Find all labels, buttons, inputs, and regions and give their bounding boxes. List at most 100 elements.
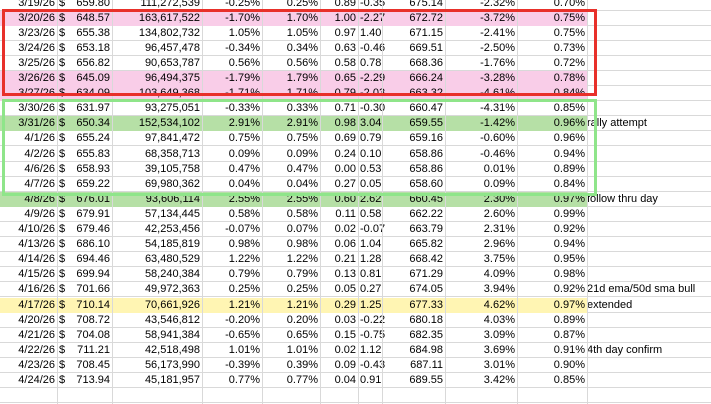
table-cell: 0.65% — [286, 328, 318, 341]
table-cell: 0.75% — [286, 132, 318, 145]
table-cell: 90,653,787 — [144, 56, 200, 69]
table-cell: 0.77% — [228, 374, 260, 386]
table-cell: 0.98 — [334, 117, 356, 130]
table-cell: 4/15/26 — [18, 268, 55, 281]
table-cell: 0.79 — [334, 87, 356, 100]
table-cell: -0.30 — [360, 102, 386, 115]
row-highlight — [0, 116, 587, 132]
table-cell: 684.98 — [409, 343, 443, 356]
table-cell: -0.07% — [225, 223, 260, 235]
table-cell: 3/26/26 — [18, 72, 55, 84]
table-cell: 68,358,713 — [144, 147, 200, 160]
table-cell: 1.00 — [334, 11, 356, 24]
table-row: 3/24/26 $653.18 96,457,478 -0.34% 0.34% 0.63-… — [0, 41, 711, 56]
table-cell: 96,494,375 — [144, 72, 200, 84]
table-cell: 631.97 — [76, 102, 110, 115]
table-cell: 2.31% — [483, 223, 515, 235]
table-cell: $ — [59, 207, 66, 220]
row-note: 4th day confirm — [587, 343, 663, 356]
table-row: 4/24/26 $713.94 45,181,957 0.77% 0.77% 0.04 0.… — [0, 373, 711, 388]
table-cell: 0.89 — [334, 0, 356, 9]
table-cell: -0.25% — [225, 0, 260, 9]
table-cell: 0.56% — [286, 56, 318, 69]
table-cell: -0.34% — [225, 41, 260, 54]
table-cell: 4/2/26 — [24, 147, 55, 160]
table-cell: 0.97% — [553, 192, 585, 205]
table-cell: 2.60% — [483, 207, 515, 220]
table-cell: 1.25 — [360, 298, 382, 311]
table-cell: $ — [59, 132, 66, 145]
table-cell: 666.24 — [409, 72, 443, 84]
table-cell: 708.72 — [76, 313, 110, 326]
table-cell: 4.03% — [483, 313, 515, 326]
table-cell: 0.02 — [334, 223, 356, 235]
table-cell: 653.18 — [76, 41, 110, 54]
table-cell: -2.27 — [360, 11, 386, 24]
table-cell: 0.96% — [553, 117, 585, 130]
table-cell: 3/30/26 — [18, 102, 55, 115]
table-cell: -1.42% — [480, 117, 515, 130]
table-cell: 4/8/26 — [24, 192, 55, 205]
table-cell: -2.29 — [360, 72, 386, 84]
table-cell: 163,617,522 — [138, 11, 200, 24]
table-cell: 2.30% — [483, 192, 515, 205]
table-row: 3/30/26 $631.97 93,275,051 -0.33% 0.33% 0.71-… — [0, 101, 711, 117]
table-cell: 57,134,445 — [144, 207, 200, 220]
table-cell: 152,534,102 — [138, 117, 200, 130]
table-cell: 0.04% — [228, 177, 260, 190]
table-cell: 0.29 — [334, 298, 356, 311]
table-cell: 655.24 — [76, 132, 110, 145]
table-cell: 659.22 — [76, 177, 110, 190]
table-cell: -0.60% — [480, 132, 515, 145]
table-cell: 3/25/26 — [18, 56, 55, 69]
table-cell: 658.86 — [409, 147, 443, 160]
table-cell: 0.24 — [334, 147, 356, 160]
table-cell: 686.10 — [76, 238, 110, 251]
table-cell: 3.69% — [483, 343, 515, 356]
table-cell: $ — [59, 0, 66, 9]
table-cell: 1.71% — [286, 87, 318, 100]
table-cell: 0.53 — [360, 162, 382, 175]
column-divider — [320, 0, 321, 404]
table-cell: -4.61% — [480, 87, 515, 100]
table-cell: 4.09% — [483, 268, 515, 281]
table-cell: -0.75 — [360, 328, 386, 341]
column-divider — [517, 0, 518, 404]
table-row: 3/19/26 $659.80 111,272,539 -0.25% 0.25% 0.89… — [0, 0, 711, 11]
table-cell: 0.78% — [553, 72, 585, 84]
table-cell: 0.87% — [553, 328, 585, 341]
table-cell: 1.21% — [286, 298, 318, 311]
table-cell: 58,941,384 — [144, 328, 200, 341]
table-cell: 69,980,362 — [144, 177, 200, 190]
table-cell: 0.47% — [286, 162, 318, 175]
table-cell: 671.29 — [409, 268, 443, 281]
table-cell: 0.11 — [335, 207, 356, 220]
table-cell: 0.75% — [553, 11, 585, 24]
table-cell: 0.47% — [228, 162, 260, 175]
table-cell: 713.94 — [76, 374, 110, 386]
table-cell: 0.05 — [360, 177, 382, 190]
table-cell: 0.75% — [228, 132, 260, 145]
table-cell: 0.25% — [286, 0, 318, 9]
table-cell: 701.66 — [76, 283, 110, 296]
table-cell: 0.91% — [553, 343, 585, 356]
table-cell: 694.46 — [76, 253, 110, 266]
table-cell: 655.38 — [76, 26, 110, 39]
column-divider — [262, 0, 263, 404]
table-cell: $ — [59, 358, 66, 371]
table-cell: 0.99% — [553, 207, 585, 220]
table-cell: 1.70% — [286, 11, 318, 24]
table-cell: 111,272,539 — [140, 0, 200, 9]
table-cell: 0.13 — [334, 268, 356, 281]
table-cell: $ — [59, 253, 66, 266]
table-cell: 3/19/26 — [18, 0, 55, 9]
table-cell: 63,480,529 — [144, 253, 200, 266]
table-cell: 0.07% — [286, 223, 318, 235]
table-cell: 3.01% — [483, 358, 515, 371]
table-cell: $ — [59, 11, 66, 24]
table-cell: 679.91 — [76, 207, 110, 220]
table-cell: 0.84% — [553, 87, 585, 100]
table-cell: 676.01 — [76, 192, 110, 205]
table-cell: -0.46 — [360, 41, 386, 54]
